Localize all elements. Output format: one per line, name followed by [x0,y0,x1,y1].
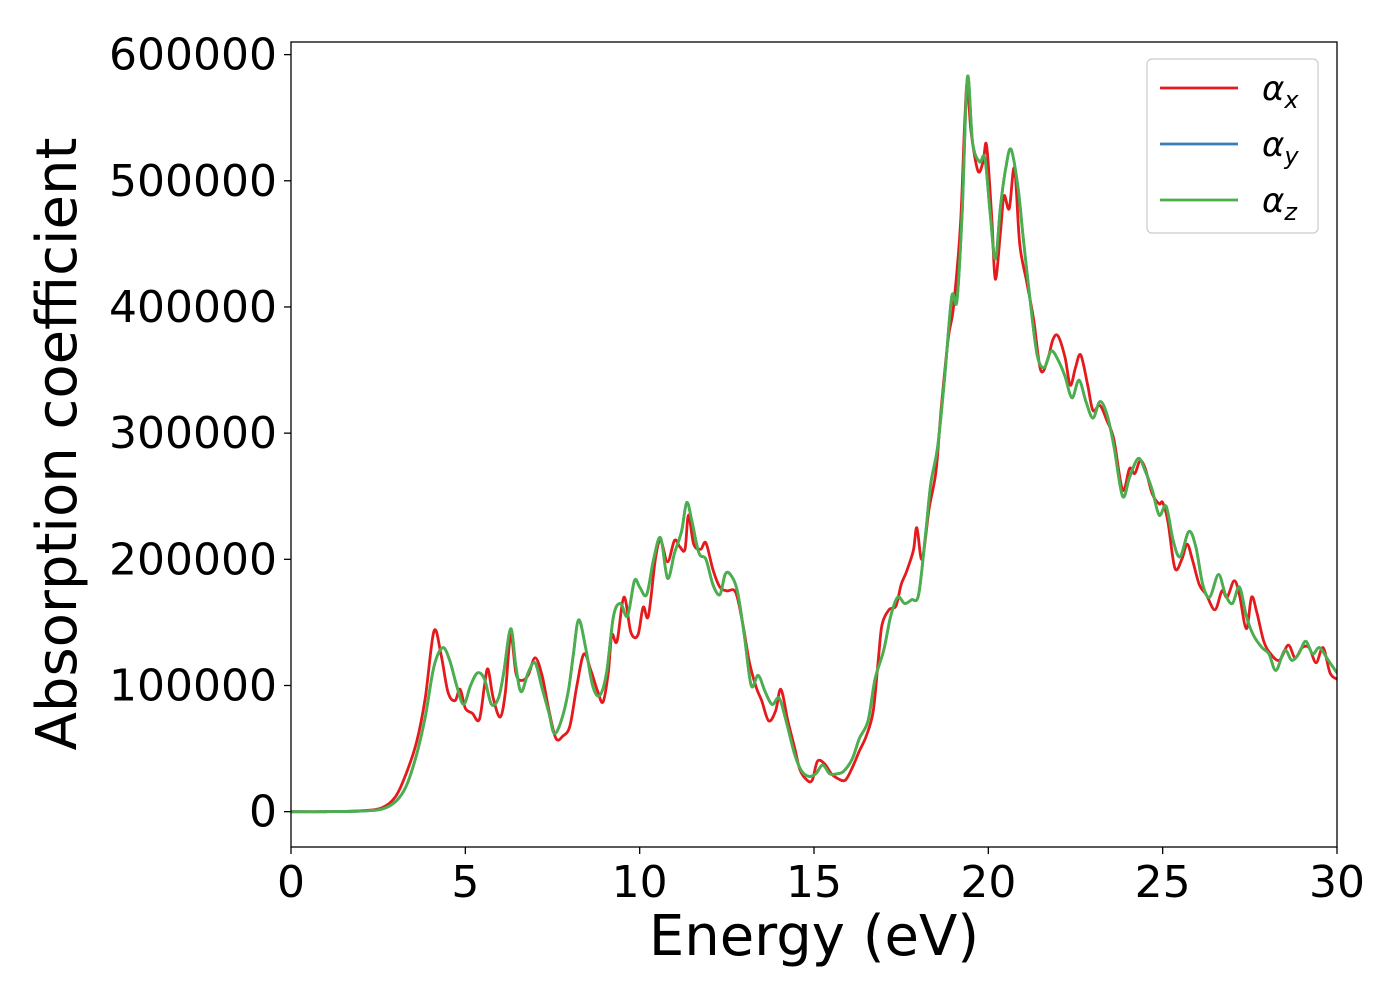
x-tick-label: 20 [960,857,1016,908]
x-tick-label: 25 [1135,857,1191,908]
y-tick-label: 600000 [109,30,277,81]
y-tick-label: 0 [249,787,277,838]
x-tick-label: 0 [277,857,305,908]
x-tick-label: 15 [786,857,842,908]
x-axis-label: Energy (eV) [649,904,979,969]
legend: αx αy αz [1146,58,1319,234]
x-tick-label: 5 [451,857,479,908]
legend-label-x: αx [1262,69,1299,114]
y-tick-label: 500000 [109,156,277,207]
y-axis: 0 100000 200000 300000 400000 500000 600000 [109,30,291,838]
y-tick-label: 400000 [109,282,277,333]
y-tick-label: 100000 [109,660,277,711]
x-tick-label: 30 [1309,857,1365,908]
series-layer [291,74,1337,814]
series-line-z [291,74,1337,814]
legend-label-y: αy [1262,125,1299,170]
legend-label-z: αz [1262,181,1298,226]
y-tick-label: 200000 [109,534,277,585]
y-axis-label: Absorption coefficient [25,138,90,751]
x-tick-label: 10 [612,857,668,908]
y-tick-label: 300000 [109,408,277,459]
legend-box [1146,58,1319,234]
x-axis: 0 5 10 15 20 25 30 [277,847,1365,908]
series-line-x [291,80,1337,814]
